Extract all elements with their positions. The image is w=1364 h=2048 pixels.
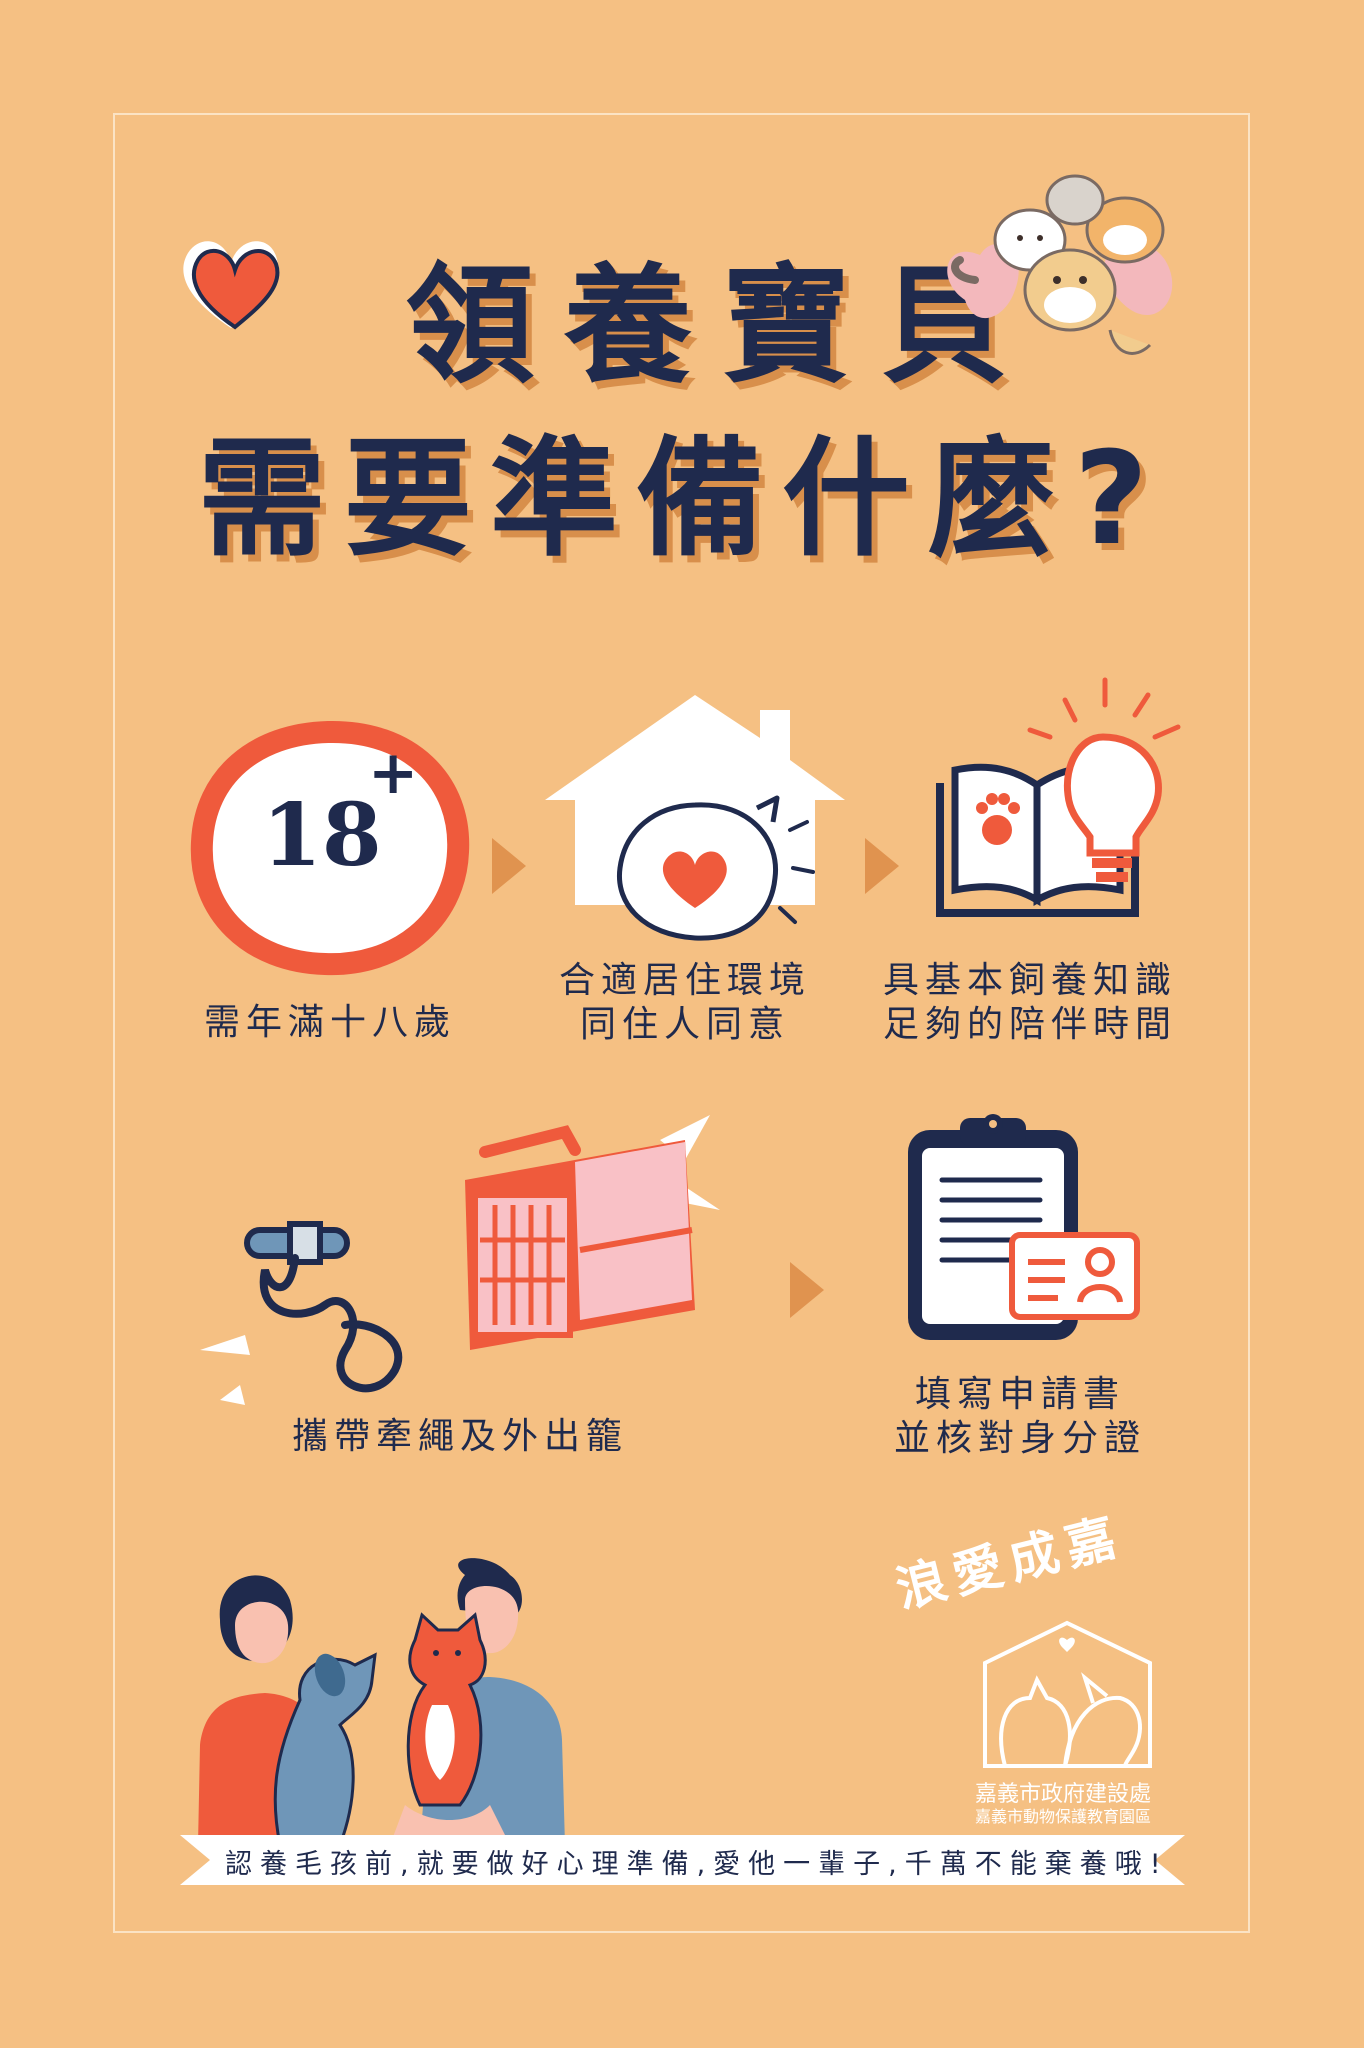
logo-house-cat-dog-emblem — [983, 1620, 1152, 1768]
step-3-label-line-2: 足夠的陪伴時間 — [882, 1004, 1177, 1045]
pets-pile-illustration — [947, 174, 1173, 355]
step-4-label: 攜帶牽繩及外出籠 — [291, 1416, 628, 1457]
book-lightbulb-icon — [936, 677, 1181, 917]
heart-icon — [183, 241, 280, 330]
age-18-plus-icon — [190, 720, 470, 976]
age-badge-plus: + — [368, 738, 419, 808]
arrow-right-icon — [492, 838, 526, 894]
house-heart-icon — [545, 695, 845, 941]
step-5-label-line-1: 填寫申請書 — [914, 1374, 1125, 1415]
step-1-label: 需年滿十八歲 — [203, 1002, 456, 1043]
banner-ribbon — [180, 1835, 1185, 1885]
title-line-2: 需要準備什麼? — [197, 425, 1167, 574]
step-5-label-line-2: 並核對身分證 — [893, 1418, 1146, 1459]
clipboard-id-icon — [908, 1114, 1140, 1340]
logo-organization: 嘉義市政府建設處 — [975, 1782, 1152, 1807]
step-2-label-line-1: 合適居住環境 — [558, 960, 811, 1001]
step-2-label-line-2: 同住人同意 — [579, 1004, 790, 1045]
title-line-1: 領養寶貝 — [405, 252, 1038, 401]
banner-message: 認養毛孩前,就要做好心理準備,愛他一輩子,千萬不能棄養哦! — [225, 1849, 1169, 1880]
age-badge-number: 18 — [262, 785, 382, 886]
people-with-pets-illustration — [198, 1558, 565, 1847]
leash-carrier-icon — [200, 1115, 720, 1405]
logo-subtitle: 嘉義市動物保護教育園區 — [975, 1807, 1152, 1826]
arrow-right-icon — [790, 1262, 824, 1318]
poster-frame — [113, 113, 1250, 1933]
arrow-right-icon — [865, 838, 899, 894]
step-3-label-line-1: 具基本飼養知識 — [882, 960, 1177, 1001]
